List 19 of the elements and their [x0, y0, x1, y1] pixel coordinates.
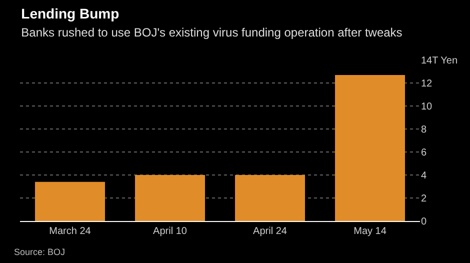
- y-tick-label: 10: [421, 102, 433, 112]
- chart-title: Lending Bump: [21, 5, 120, 22]
- y-tick-label: 6: [421, 148, 427, 158]
- bar: [335, 74, 405, 221]
- x-tick-label: April 10: [153, 226, 188, 237]
- y-tick-label: 4: [421, 170, 427, 182]
- x-tick-label: March 24: [49, 226, 92, 237]
- x-tick-label: May 14: [354, 226, 387, 237]
- bar: [235, 175, 305, 221]
- y-tick-label: 14T Yen: [421, 56, 458, 66]
- y-tick-label: 0: [421, 216, 427, 228]
- bar: [135, 175, 205, 221]
- y-tick-label: 12: [421, 78, 433, 90]
- y-tick-label: 2: [421, 194, 427, 204]
- y-tick-label: 8: [421, 124, 427, 136]
- x-tick-label: April 24: [253, 226, 288, 237]
- source-note: Source: BOJ: [14, 247, 66, 257]
- chart-subtitle: Banks rushed to use BOJ's existing virus funding operation after tweaks: [21, 26, 402, 40]
- bar: [35, 182, 105, 221]
